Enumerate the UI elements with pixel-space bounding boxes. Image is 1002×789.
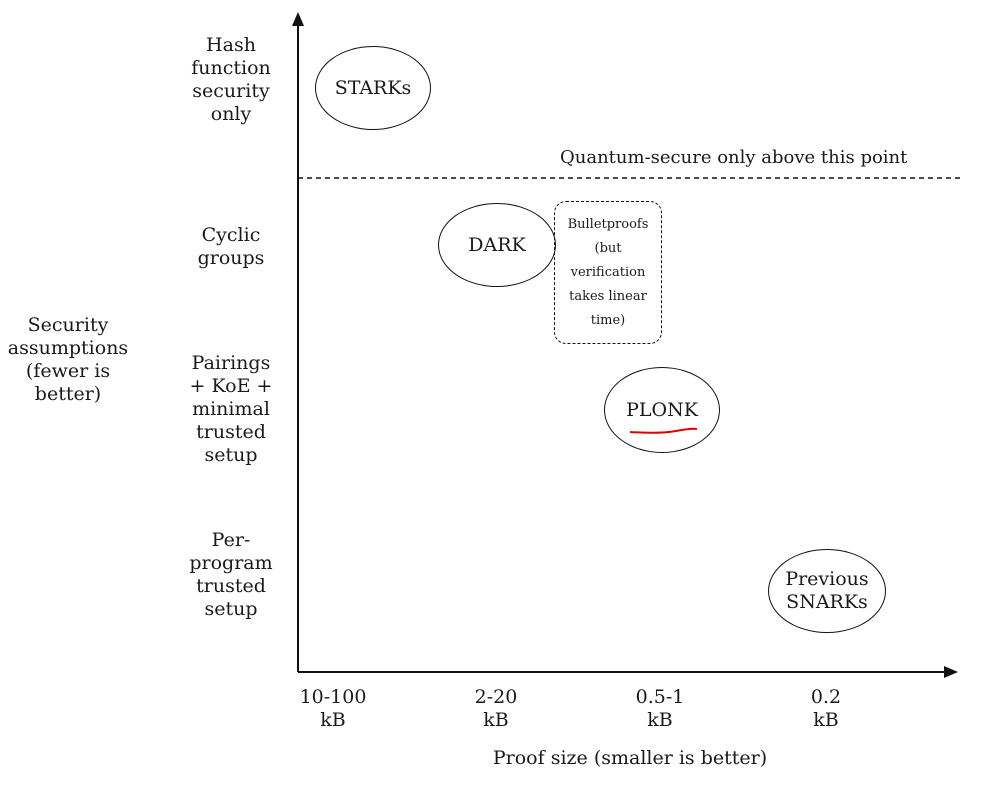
y-axis-arrowhead xyxy=(292,12,304,26)
y-level-pairings-text: Pairings + KoE + minimal trusted setup xyxy=(189,352,273,466)
x-tick-2-20kb: 2-20 kB xyxy=(446,686,546,732)
plonk-node: PLONK xyxy=(604,367,720,453)
y-level-hash-text: Hash function security only xyxy=(191,34,271,125)
y-level-pairings: Pairings + KoE + minimal trusted setup xyxy=(176,352,286,467)
x-tick-0.5-1kb-text: 0.5-1 kB xyxy=(635,686,685,731)
dark-node: DARK xyxy=(438,203,556,287)
quantum-threshold-note: Quantum-secure only above this point xyxy=(560,147,908,168)
previous-snarks-node: Previous SNARKs xyxy=(768,549,886,633)
plonk-label: PLONK xyxy=(626,398,698,421)
y-level-cyclic: Cyclic groups xyxy=(176,224,286,270)
x-axis-title: Proof size (smaller is better) xyxy=(430,747,830,770)
y-axis-title: Security assumptions (fewer is better) xyxy=(0,314,136,406)
y-axis-title-text: Security assumptions (fewer is better) xyxy=(7,314,129,405)
starks-node: STARKs xyxy=(315,46,431,130)
y-level-cyclic-text: Cyclic groups xyxy=(197,224,265,269)
x-tick-10-100kb-text: 10-100 kB xyxy=(299,686,367,731)
y-level-per-program: Per- program trusted setup xyxy=(176,529,286,621)
y-level-hash: Hash function security only xyxy=(176,34,286,126)
x-tick-10-100kb: 10-100 kB xyxy=(283,686,383,732)
x-axis-arrowhead xyxy=(944,666,958,678)
x-tick-0.2kb: 0.2 kB xyxy=(776,686,876,732)
x-tick-0.2kb-text: 0.2 kB xyxy=(810,686,842,731)
dark-label: DARK xyxy=(468,233,526,256)
x-axis-title-text: Proof size (smaller is better) xyxy=(492,747,768,769)
y-level-per-program-text: Per- program trusted setup xyxy=(189,529,273,620)
x-tick-0.5-1kb: 0.5-1 kB xyxy=(610,686,710,732)
starks-label: STARKs xyxy=(334,76,412,99)
previous-snarks-label: Previous SNARKs xyxy=(785,568,869,613)
bulletproofs-node: Bulletproofs (but verification takes lin… xyxy=(554,201,662,344)
bulletproofs-label: Bulletproofs (but verification takes lin… xyxy=(567,216,649,328)
x-tick-2-20kb-text: 2-20 kB xyxy=(474,686,518,731)
